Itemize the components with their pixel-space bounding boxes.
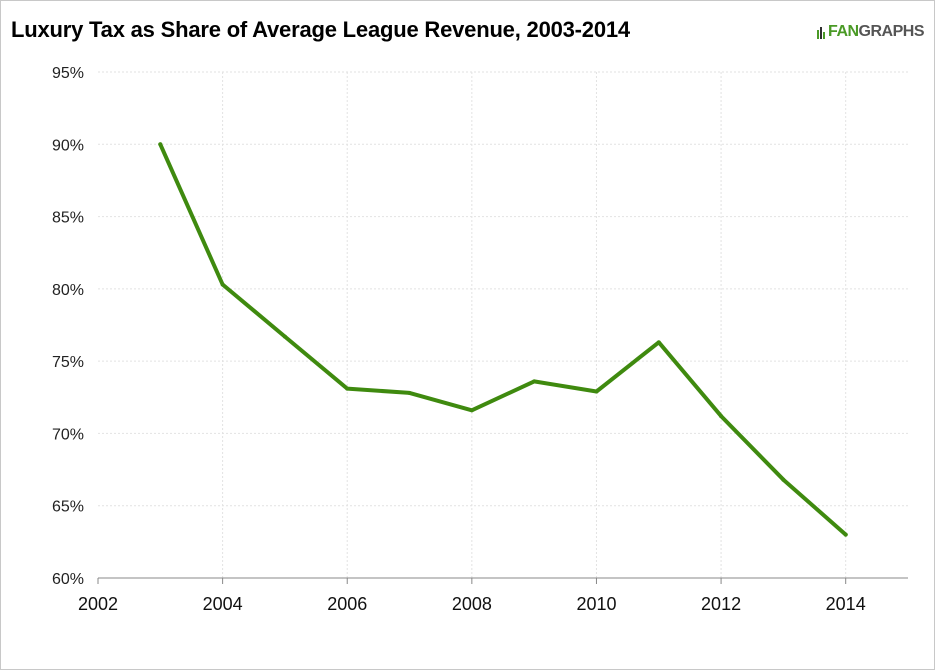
series-line xyxy=(158,142,848,537)
data-point xyxy=(158,142,163,147)
y-tick-label: 80% xyxy=(52,282,84,299)
x-tick-label: 2010 xyxy=(576,594,616,614)
chart-title: Luxury Tax as Share of Average League Re… xyxy=(11,17,630,42)
data-point xyxy=(282,334,287,339)
y-tick-label: 85% xyxy=(52,210,84,227)
x-tick-label: 2006 xyxy=(327,594,367,614)
data-point xyxy=(532,379,537,384)
grid-lines xyxy=(98,71,908,578)
data-point xyxy=(843,532,848,537)
y-tick-label: 70% xyxy=(52,426,84,443)
data-point xyxy=(719,414,724,419)
data-point xyxy=(594,389,599,394)
data-point xyxy=(656,340,661,345)
x-tick-label: 2004 xyxy=(203,594,243,614)
x-axis-tick-labels: 2002 2004 2006 2008 2010 2012 2014 xyxy=(78,594,866,614)
y-tick-label: 90% xyxy=(52,137,84,154)
fangraphs-logo: FAN GRAPHS xyxy=(816,23,925,41)
x-tick-label: 2008 xyxy=(452,594,492,614)
fangraphs-logo-icon xyxy=(817,27,826,39)
data-point xyxy=(469,408,474,413)
y-tick-label: 95% xyxy=(52,65,84,82)
data-point xyxy=(345,386,350,391)
series-lines xyxy=(158,142,848,537)
x-tick-label: 2012 xyxy=(701,594,741,614)
x-axis xyxy=(97,577,908,584)
logo-graphs-text: GRAPHS xyxy=(858,23,925,40)
y-tick-label: 60% xyxy=(52,571,84,588)
y-tick-label: 65% xyxy=(52,499,84,516)
data-point xyxy=(407,390,412,395)
y-axis-tick-labels: 60% 65% 70% 75% 80% 85% 90% 95% xyxy=(52,65,84,588)
data-point xyxy=(220,282,225,287)
data-point xyxy=(781,477,786,482)
x-tick-label: 2014 xyxy=(826,594,866,614)
x-tick-label: 2002 xyxy=(78,594,118,614)
logo-fan-text: FAN xyxy=(828,23,859,40)
y-tick-label: 75% xyxy=(52,354,84,371)
